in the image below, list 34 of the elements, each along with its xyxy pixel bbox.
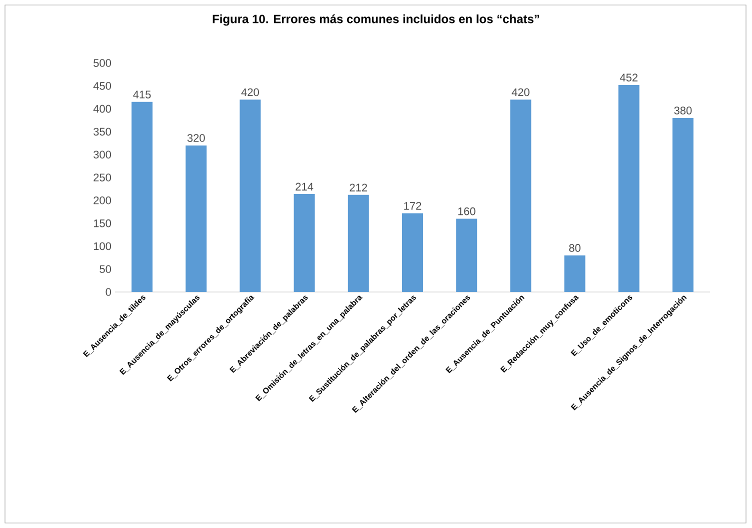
- data-label: 320: [187, 134, 205, 142]
- bar: [618, 84, 640, 292]
- y-tick-label: 500: [94, 59, 112, 67]
- bar: [456, 218, 478, 292]
- data-label: 452: [620, 74, 638, 82]
- bar: [402, 213, 424, 292]
- y-tick-label: 450: [93, 82, 112, 90]
- y-tick-label: 150: [94, 219, 112, 228]
- bar: [510, 100, 532, 292]
- chart-title: Figura 10. Errores más comunes incluidos en los “chats”: [212, 14, 540, 26]
- y-tick-label: 250: [94, 174, 112, 182]
- bar: [672, 118, 694, 292]
- bar: [240, 100, 261, 292]
- data-label: 380: [674, 106, 692, 114]
- data-label: 160: [458, 207, 476, 216]
- bar: [348, 194, 369, 292]
- bar: [294, 194, 315, 292]
- y-tick-label: 50: [100, 265, 112, 273]
- y-tick-label: 100: [94, 242, 112, 250]
- data-label: 214: [296, 182, 314, 190]
- data-label: 420: [512, 88, 530, 96]
- data-label: 415: [133, 90, 151, 98]
- data-label: 212: [350, 184, 368, 192]
- data-label: 420: [241, 88, 259, 96]
- bar: [186, 145, 207, 292]
- y-tick-label: 400: [93, 104, 112, 113]
- bar: [564, 255, 586, 292]
- data-label: 172: [404, 202, 422, 210]
- y-tick-label: 0: [106, 288, 112, 296]
- bar: [132, 102, 153, 292]
- y-tick-label: 350: [94, 128, 112, 136]
- y-tick-label: 300: [94, 150, 112, 158]
- y-tick-label: 200: [94, 196, 112, 204]
- data-label: 80: [569, 244, 580, 252]
